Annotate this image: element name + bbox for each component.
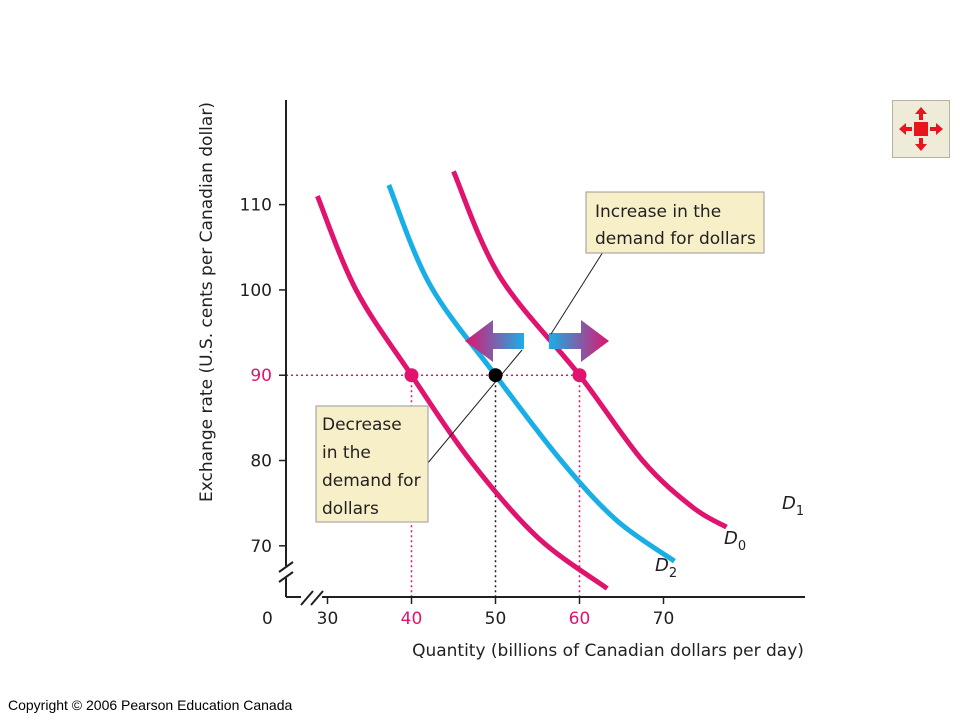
increase-arrow <box>549 320 609 362</box>
y-axis-break <box>278 561 294 583</box>
y-axis-title: Exchange rate (U.S. cents per Canadian d… <box>197 102 217 502</box>
copyright-notice: Copyright © 2006 Pearson Education Canad… <box>8 697 293 713</box>
y-tick-label-90: 90 <box>250 366 272 386</box>
curve-d1 <box>451 170 728 530</box>
callout-decrease-line-3: demand for <box>322 471 421 491</box>
x-tick-label-50: 50 <box>485 609 507 629</box>
y-tick-label-80: 80 <box>250 452 272 472</box>
label-d0: D0 <box>724 528 746 554</box>
callout-increase-leader <box>550 251 604 335</box>
x-axis-break <box>300 590 324 606</box>
callout-increase-line-2: demand for dollars <box>595 229 756 249</box>
point-50-90 <box>488 368 503 383</box>
equilibrium-points <box>404 368 587 383</box>
axis-ticks: 30 40 50 60 70 70 80 90 100 110 <box>240 196 675 629</box>
axes <box>278 100 805 606</box>
x-tick-label-30: 30 <box>317 609 339 629</box>
callout-increase: Increase in the demand for dollars <box>550 191 765 335</box>
curve-d2 <box>315 195 609 591</box>
label-d1: D1 <box>782 493 804 519</box>
callout-decrease-box <box>315 405 429 523</box>
x-axis-title: Quantity (billions of Canadian dollars p… <box>412 641 804 661</box>
callout-increase-line-1: Increase in the <box>595 202 721 222</box>
demand-curves <box>315 170 728 591</box>
callout-decrease-line-1: Decrease <box>322 415 402 435</box>
expand-arrows-icon <box>899 107 943 151</box>
callout-decrease-line-2: in the <box>322 443 371 463</box>
x-tick-label-70: 70 <box>653 609 675 629</box>
x-tick-label-60: 60 <box>569 609 591 629</box>
decrease-arrow <box>465 320 524 362</box>
point-60-90 <box>572 368 587 383</box>
y-tick-label-110: 110 <box>240 196 272 216</box>
x-tick-label-40: 40 <box>401 609 423 629</box>
y-tick-label-100: 100 <box>240 281 272 301</box>
point-40-90 <box>404 368 419 383</box>
callout-decrease: Decrease in the demand for dollars <box>315 349 523 523</box>
y-tick-label-70: 70 <box>250 537 272 557</box>
callout-decrease-leader <box>426 349 523 465</box>
curve-d0 <box>386 184 676 564</box>
callout-increase-box <box>585 191 765 254</box>
origin-label: 0 <box>262 609 273 629</box>
expand-button[interactable] <box>892 100 950 158</box>
callout-decrease-line-4: dollars <box>322 499 379 519</box>
